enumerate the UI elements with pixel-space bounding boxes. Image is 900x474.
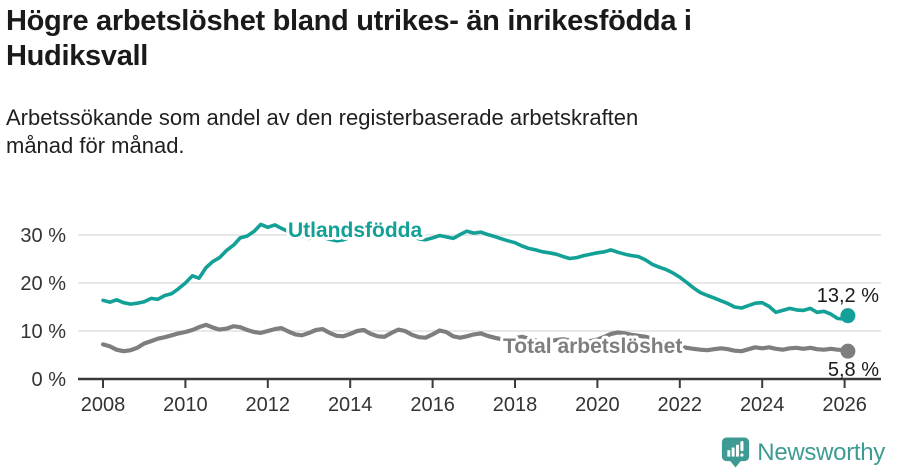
x-axis-tick-label: 2014: [328, 394, 373, 416]
y-axis-tick-label: 10 %: [20, 321, 66, 343]
series-label-total: Total arbetslöshet: [503, 335, 682, 358]
x-axis-tick-label: 2020: [575, 394, 620, 416]
newsworthy-logo-icon: [722, 437, 750, 468]
logo-barchart-glyph: [727, 441, 744, 457]
series-line-utlandsfodda: [101, 222, 850, 321]
y-axis-tick-label: 0 %: [32, 369, 67, 391]
series-end-dot-total: [840, 343, 856, 359]
y-axis-tick-label: 30 %: [20, 225, 66, 247]
chart-subtitle: Arbetssökande som andel av den registerb…: [6, 104, 639, 159]
x-axis-tick-label: 2008: [81, 394, 126, 416]
series-label-utlandsfodda: Utlandsfödda: [288, 219, 422, 242]
series-end-dot-utlandsfodda: [840, 308, 856, 324]
x-axis-tick-label: 2010: [163, 394, 208, 416]
x-axis-tick-label: 2024: [740, 394, 785, 416]
x-axis-tick-label: 2018: [493, 394, 538, 416]
brand-footer: Newsworthy: [721, 436, 885, 469]
end-value-label-total: 5,8 %: [828, 359, 879, 381]
x-axis-tick-label: 2012: [246, 394, 291, 416]
end-value-label-utlandsfodda: 13,2 %: [817, 285, 879, 307]
y-axis-tick-label: 20 %: [20, 273, 66, 295]
page-title: Högre arbetslöshet bland utrikes- än inr…: [6, 5, 692, 72]
x-axis-tick-label: 2026: [822, 394, 867, 416]
x-axis-tick-label: 2022: [658, 394, 703, 416]
x-axis-tick-label: 2016: [410, 394, 455, 416]
logo-bubble-shape: [722, 437, 750, 468]
series-line-total: [100, 322, 851, 354]
brand-name: Newsworthy: [757, 438, 885, 466]
